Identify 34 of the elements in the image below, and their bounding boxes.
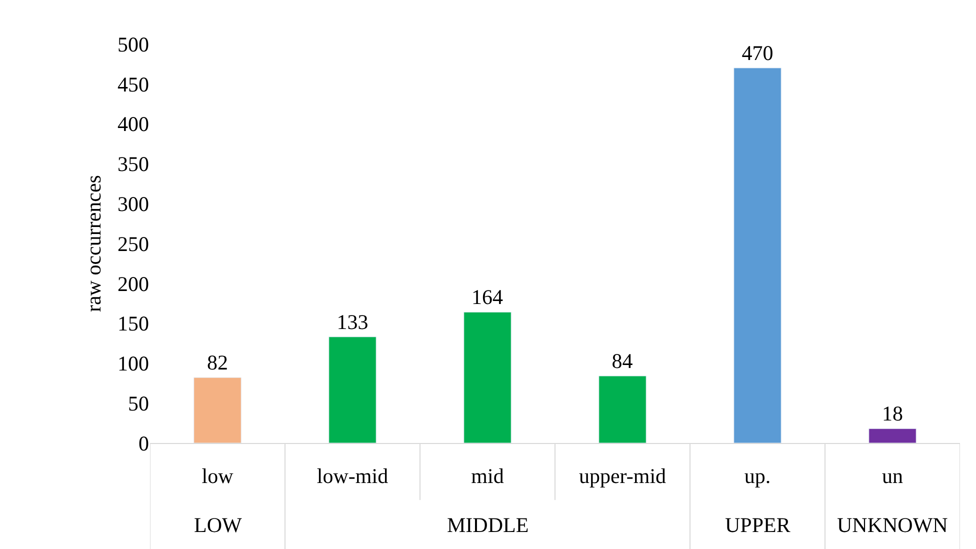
bar xyxy=(464,312,512,443)
x-tick-label: upper-mid xyxy=(578,464,667,488)
bar xyxy=(734,68,782,443)
data-label: 470 xyxy=(742,40,774,65)
x-tick-label: mid xyxy=(471,464,504,488)
data-label: 82 xyxy=(207,350,228,375)
y-tick-label: 50 xyxy=(128,391,149,416)
data-label: 164 xyxy=(472,285,504,310)
y-tick-label: 500 xyxy=(118,32,149,56)
x-tick-label: up. xyxy=(744,464,771,488)
x-tick-label: low xyxy=(202,464,234,488)
bar xyxy=(868,428,916,443)
y-tick-label: 150 xyxy=(118,312,149,336)
x-tick-label: low-mid xyxy=(316,464,389,488)
bar xyxy=(598,376,646,443)
y-axis-title: raw occurrences xyxy=(82,175,106,312)
y-tick-label: 0 xyxy=(138,431,149,456)
y-tick-label: 200 xyxy=(118,272,149,296)
y-tick-label: 250 xyxy=(118,232,149,256)
y-tick-label: 450 xyxy=(118,72,149,96)
data-label: 133 xyxy=(336,310,368,334)
y-tick-label: 400 xyxy=(118,112,149,136)
data-label: 18 xyxy=(882,402,904,426)
x-tick-label: un xyxy=(882,464,904,488)
data-label: 84 xyxy=(612,348,634,373)
bar xyxy=(328,336,376,443)
text: UNKNOWN xyxy=(837,513,948,537)
text: LOW xyxy=(194,513,242,537)
y-tick-label: 300 xyxy=(118,192,149,216)
bar xyxy=(194,377,242,443)
text: UPPER xyxy=(725,513,790,537)
text: MIDDLE xyxy=(447,513,529,537)
y-tick-label: 100 xyxy=(118,352,149,376)
y-tick-label: 350 xyxy=(118,152,149,176)
